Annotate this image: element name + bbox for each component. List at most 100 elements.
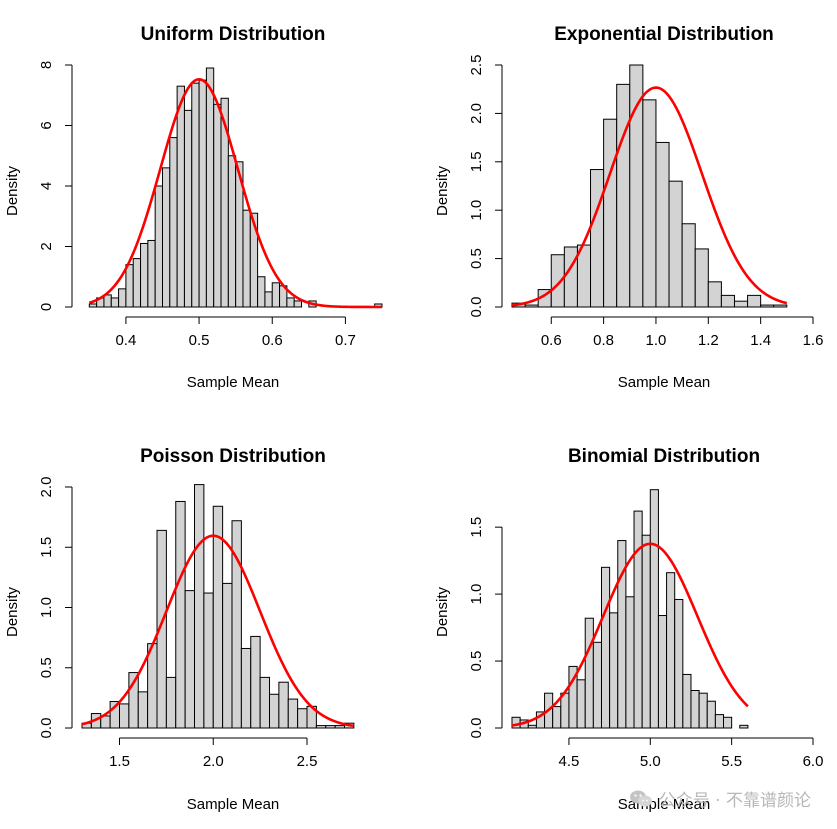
histogram-bar <box>576 679 586 729</box>
histogram-bar <box>176 85 185 308</box>
histogram-bar <box>154 185 163 308</box>
histogram-bar <box>723 716 733 729</box>
density-curve <box>88 77 382 309</box>
y-tick-label: 1.0 <box>468 200 485 221</box>
x-tick-label: 0.6 <box>262 332 283 349</box>
histogram-bar <box>616 83 631 308</box>
histogram-bar <box>297 708 308 729</box>
chart-title: Uniform Distribution <box>141 24 326 45</box>
histogram-bar <box>590 169 605 308</box>
x-tick-label: 1.5 <box>109 753 130 770</box>
histogram-bar <box>682 673 692 729</box>
histogram-bar <box>674 598 684 729</box>
y-tick-label: 0.5 <box>38 657 55 678</box>
histogram-bar <box>213 103 222 308</box>
histogram-bar <box>600 566 611 729</box>
histogram-bar <box>325 725 336 729</box>
histogram-bars <box>511 489 749 729</box>
histogram-bar <box>183 109 193 308</box>
histogram-bar <box>132 258 142 308</box>
histogram-bar <box>286 297 295 308</box>
y-tick-label: 1.0 <box>38 597 55 618</box>
histogram-bar <box>625 596 635 729</box>
panel-uniform: Uniform Distribution Sample Mean Density… <box>4 24 383 391</box>
y-tick-label: 2.5 <box>468 55 485 76</box>
x-axis-label: Sample Mean <box>187 374 280 391</box>
histogram-bar <box>175 500 186 729</box>
x-tick-label: 6.0 <box>803 753 824 770</box>
x-tick-label: 1.2 <box>698 332 719 349</box>
y-axis-label: Density <box>434 165 451 216</box>
histogram-bar <box>681 223 696 308</box>
histogram-bar <box>633 510 643 729</box>
y-tick-label: 0.0 <box>468 718 485 739</box>
histogram-bar <box>242 209 251 308</box>
histogram-bar <box>198 79 207 308</box>
y-tick-label: 2 <box>38 242 55 250</box>
histogram-bar <box>720 294 735 308</box>
histogram-bar <box>203 592 214 729</box>
histogram-bar <box>584 617 594 729</box>
y-tick-label: 2.0 <box>468 103 485 124</box>
histogram-bar <box>156 529 167 729</box>
histogram-bar <box>271 282 281 308</box>
y-tick-label: 1.5 <box>468 517 485 538</box>
histogram-bar <box>524 304 539 308</box>
y-tick-label: 0.0 <box>468 297 485 318</box>
histogram-bar <box>334 725 346 729</box>
x-tick-label: 0.7 <box>335 332 356 349</box>
histogram-bar <box>137 691 149 729</box>
histogram-bar <box>657 615 668 729</box>
histogram-bar <box>250 635 261 729</box>
x-tick-label: 0.8 <box>593 332 614 349</box>
density-curve <box>511 542 749 727</box>
histogram-bar <box>140 242 149 308</box>
histogram-bar <box>698 692 708 729</box>
y-tick-label: 0 <box>38 303 55 311</box>
histogram-bar <box>205 67 215 308</box>
chart-title: Binomial Distribution <box>568 446 760 467</box>
panel-exponential: Exponential Distribution Sample Mean Den… <box>434 24 823 391</box>
histogram-bar <box>125 264 134 308</box>
histogram-bar <box>227 155 237 308</box>
histogram-bar <box>707 281 722 308</box>
histogram-bar <box>269 693 280 729</box>
histogram-bar <box>760 304 775 308</box>
histogram-bar <box>169 137 178 308</box>
histogram-bar <box>165 676 177 729</box>
histogram-bar <box>552 706 562 729</box>
y-tick-label: 2.0 <box>38 477 55 498</box>
chart-title: Exponential Distribution <box>554 24 774 45</box>
histogram-bar <box>88 303 98 308</box>
y-tick-label: 4 <box>38 182 55 190</box>
y-tick-label: 1.5 <box>468 151 485 172</box>
watermark-text: 公众号 · 不靠谱颜论 <box>658 791 811 811</box>
panel-binomial: Binomial Distribution Sample Mean Densit… <box>434 446 823 813</box>
histogram-bar <box>110 297 120 308</box>
histogram-bar <box>184 590 196 729</box>
histogram-bar <box>147 643 158 729</box>
histogram-bar <box>287 698 299 729</box>
histogram-bars <box>88 67 383 308</box>
histogram-bar <box>641 534 651 729</box>
histogram-bar <box>706 700 716 729</box>
histogram-bar <box>147 239 156 308</box>
histogram-bar <box>668 180 683 308</box>
histogram-bar <box>259 676 271 729</box>
histogram-bar <box>642 99 657 308</box>
histogram-bar <box>649 489 659 729</box>
histogram-bar <box>103 294 112 308</box>
histogram-bar <box>655 141 670 308</box>
histogram-bar <box>231 520 242 729</box>
x-tick-label: 0.6 <box>541 332 562 349</box>
density-curve <box>81 534 355 728</box>
histogram-bar <box>666 572 676 729</box>
histogram-bar <box>609 612 619 729</box>
x-tick-label: 0.4 <box>115 332 136 349</box>
y-tick-label: 0.5 <box>468 248 485 269</box>
y-tick-label: 0.0 <box>38 718 55 739</box>
histogram-bar <box>161 167 171 308</box>
density-curve <box>511 86 788 307</box>
x-tick-label: 0.5 <box>189 332 210 349</box>
